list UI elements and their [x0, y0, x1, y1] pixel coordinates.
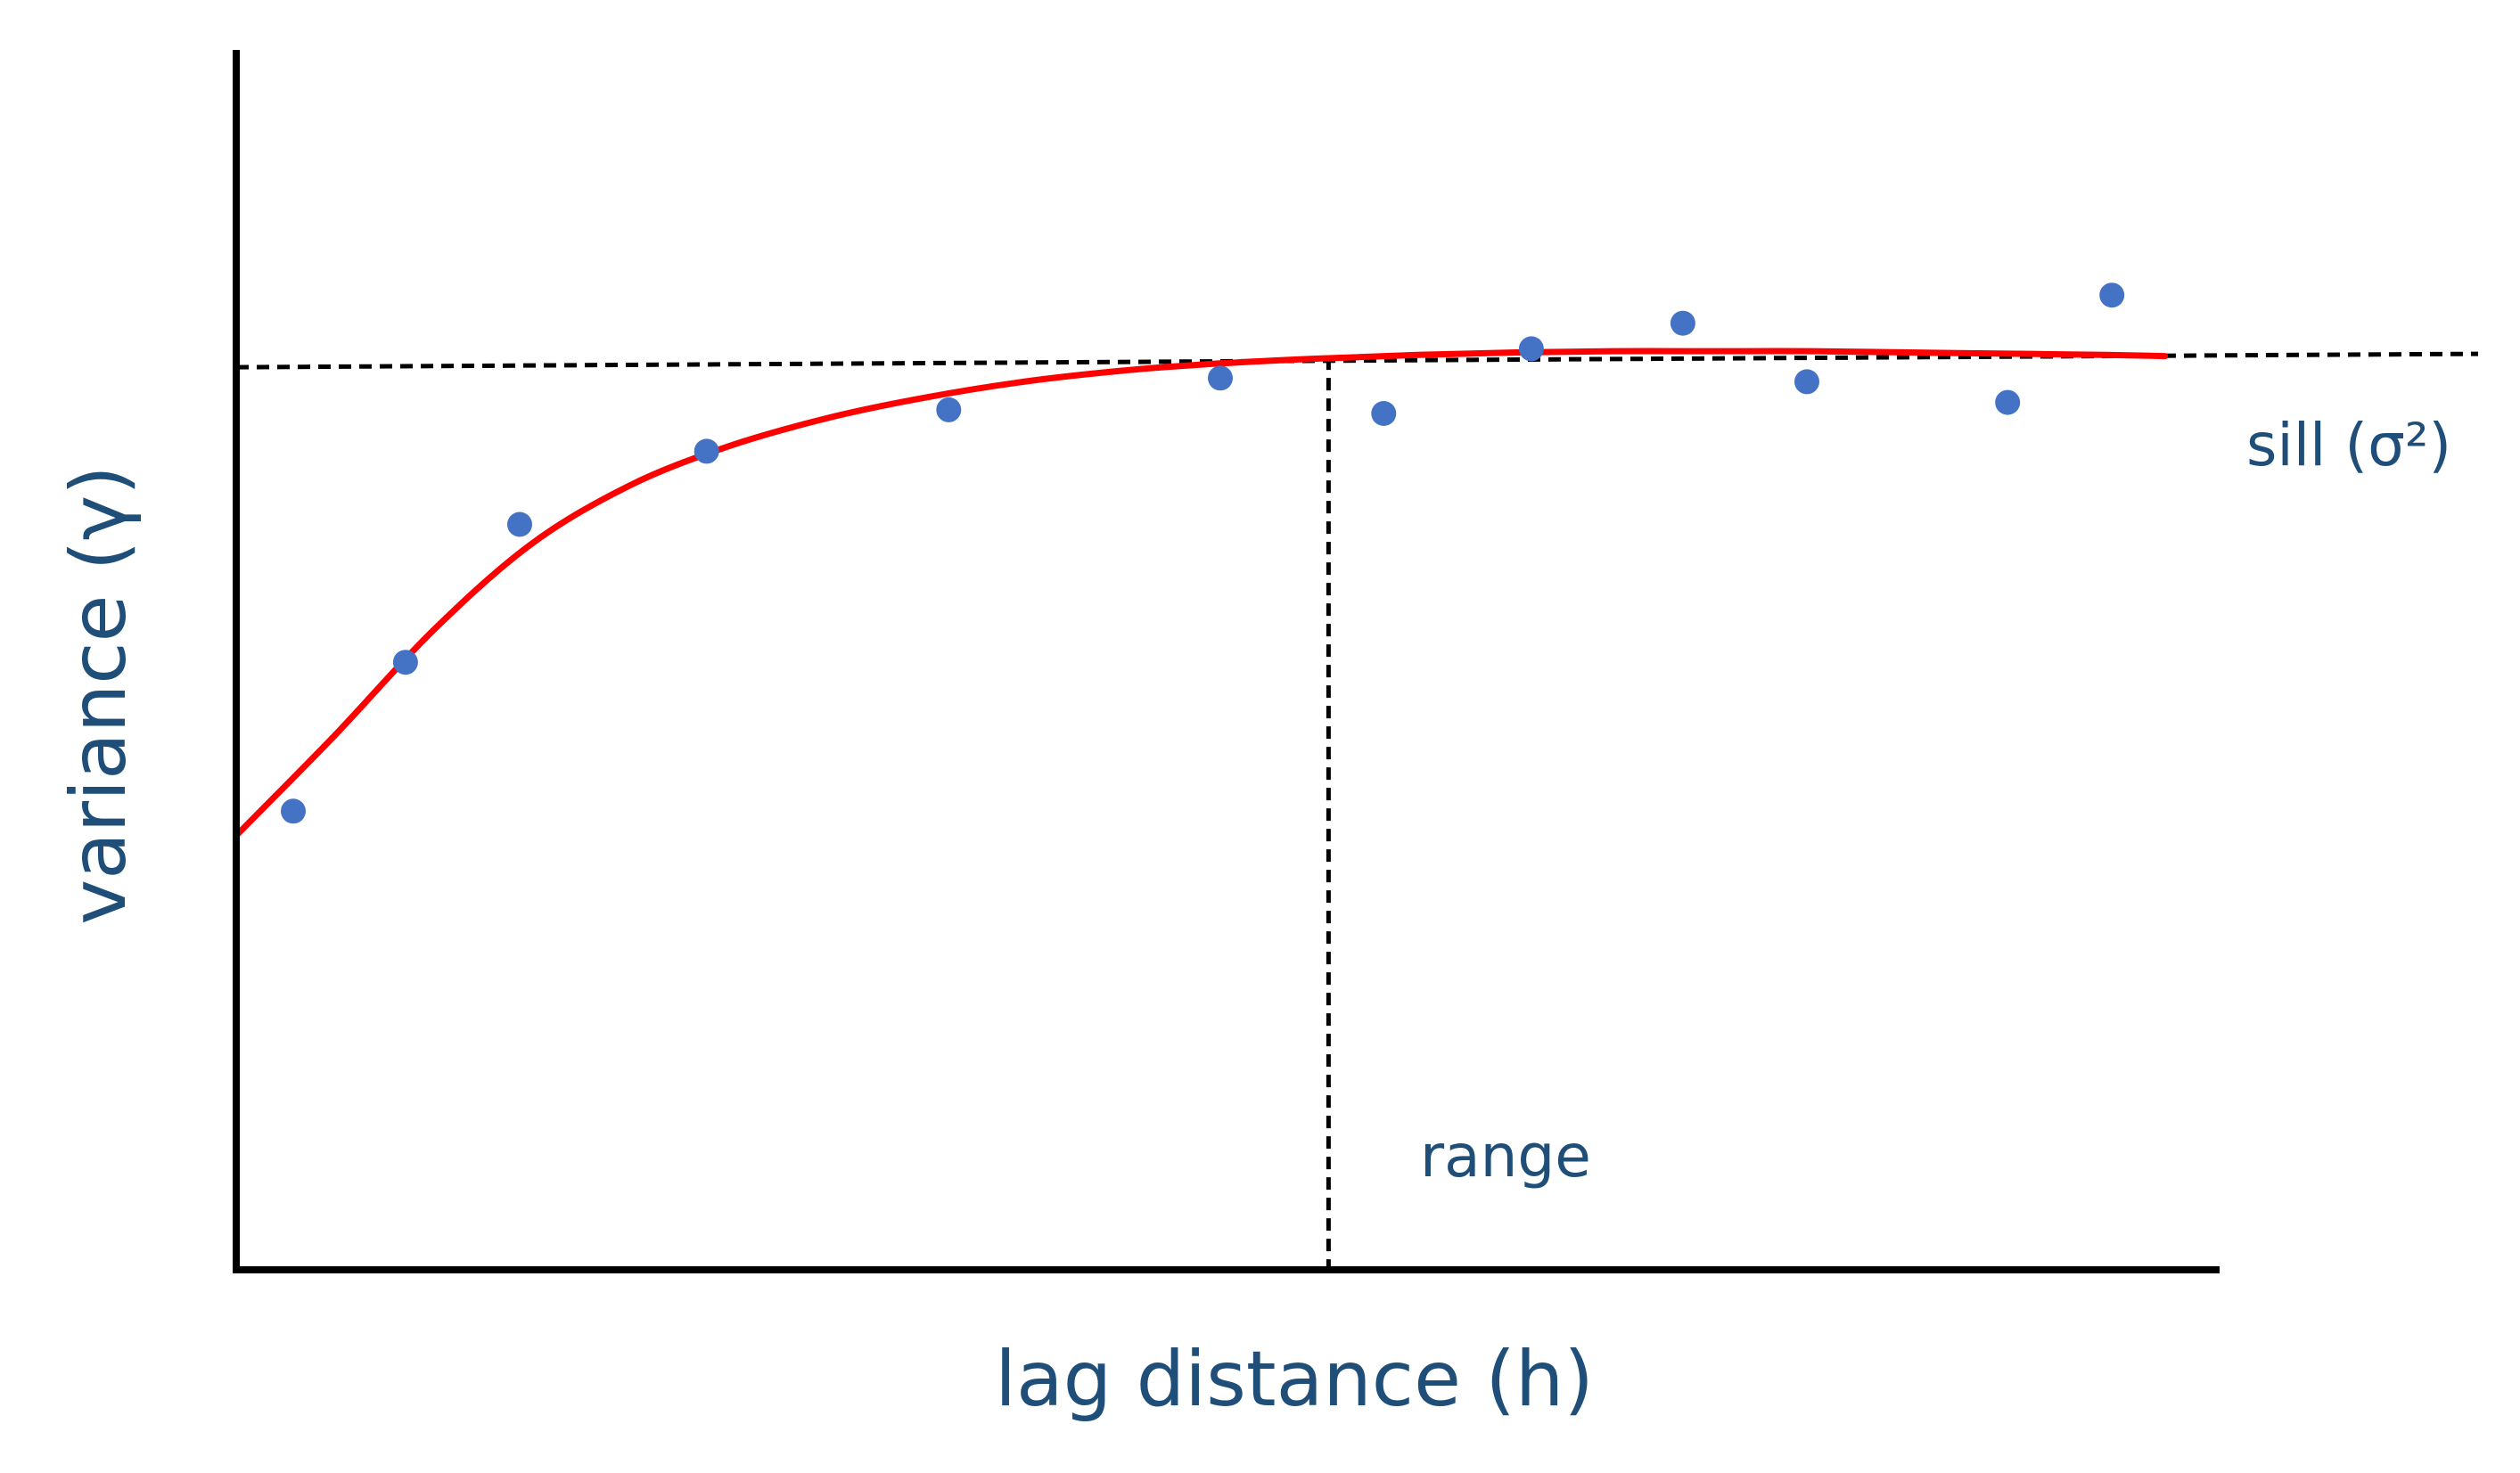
axes — [233, 50, 2220, 1273]
data-point — [936, 397, 962, 422]
data-point — [507, 511, 532, 537]
reference-lines — [235, 351, 2479, 1270]
data-point — [694, 438, 719, 464]
data-point — [1794, 369, 1819, 395]
sill-annotation: sill (σ²) — [2246, 411, 2451, 479]
data-point — [1995, 389, 2021, 415]
data-point — [1670, 310, 1695, 336]
x-axis-title: lag distance (h) — [995, 1335, 1594, 1424]
data-point — [1371, 401, 1397, 426]
data-point — [392, 650, 418, 675]
model-curve — [233, 348, 2169, 839]
data-points — [281, 282, 2125, 824]
y-axis-title: variance (γ) — [54, 465, 144, 925]
data-point — [281, 798, 306, 824]
range-annotation: range — [1420, 1122, 1591, 1191]
data-point — [2099, 282, 2125, 308]
data-point — [1518, 336, 1544, 362]
data-point — [1208, 365, 1233, 391]
